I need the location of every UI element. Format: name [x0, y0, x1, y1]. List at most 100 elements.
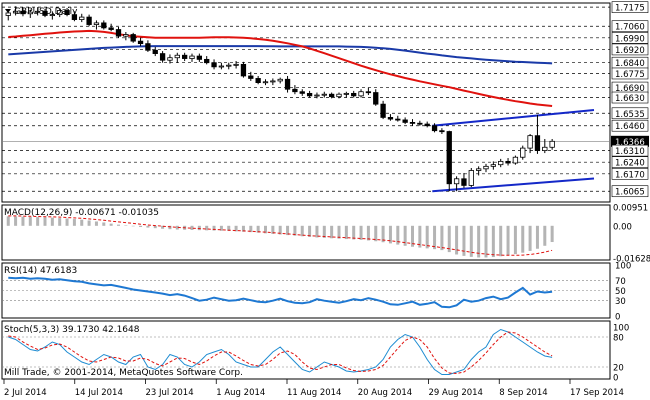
macd-histogram-bar [175, 225, 179, 230]
price-tick-label: 1.6920 [615, 46, 645, 56]
bearish-candle [255, 78, 261, 84]
bearish-candle [505, 160, 511, 164]
bullish-candle [218, 65, 225, 68]
time-axis: 2 Jul 2014 14 Jul 2014 23 Jul 2014 1 Aug 20… [3, 379, 624, 398]
bearish-candle [328, 93, 335, 98]
macd-histogram-bar [234, 225, 238, 232]
macd-tick-label: 0.00951 [613, 204, 648, 214]
macd-histogram-bar [241, 225, 245, 232]
macd-histogram-bar [477, 225, 481, 258]
macd-histogram-bar [315, 225, 319, 238]
time-tick-label: 23 Jul 2014 [146, 388, 194, 398]
rsi-tick-label: 0 [615, 313, 620, 323]
macd-histogram-bar [330, 225, 334, 239]
macd-histogram-bar [513, 225, 517, 255]
bullish-candle [57, 10, 63, 16]
price-tick-box [611, 119, 649, 132]
symbol-header[interactable]: GBPUSD,Daily [5, 7, 78, 17]
macd-histogram-bar [506, 225, 510, 256]
bullish-candle [475, 168, 482, 171]
bullish-candle [483, 165, 489, 170]
price-tick-box [611, 144, 649, 157]
bullish-candle [512, 156, 519, 164]
bullish-candle [79, 16, 85, 20]
bearish-candle [240, 63, 247, 77]
bearish-candle [380, 103, 386, 118]
stochastic-tick-label: 100 [613, 324, 629, 334]
macd-histogram-bar [499, 225, 503, 257]
rsi-line-path [8, 276, 553, 309]
bullish-candle [527, 135, 533, 149]
bearish-candle [395, 118, 401, 121]
macd-histogram-bar [462, 225, 466, 256]
bearish-candle [196, 55, 203, 60]
macd-histogram-bar [396, 225, 400, 245]
macd-histogram-bar [65, 218, 69, 226]
bearish-candle [373, 92, 379, 105]
macd-histogram-bar [219, 225, 223, 231]
bullish-candle [336, 93, 342, 98]
price-tick-label: 1.6460 [615, 122, 645, 132]
bullish-candle [123, 34, 129, 37]
bullish-candle [233, 63, 239, 66]
bullish-candle [490, 164, 497, 167]
channel-upper-line [432, 108, 595, 127]
macd-label: MACD(12,26,9) -0.00671 -0.01035 [4, 208, 159, 218]
price-tick-box [611, 156, 649, 168]
bullish-candle [498, 160, 504, 166]
bullish-candle [167, 57, 173, 61]
bearish-candle [64, 10, 70, 16]
macd-histogram-bar [366, 225, 370, 241]
macd-histogram-bar [161, 225, 165, 229]
price-tick-box [611, 43, 649, 56]
macd-histogram-bar [403, 225, 407, 246]
macd-histogram-bar [80, 219, 84, 226]
bearish-candle [130, 34, 136, 42]
macd-histogram-bar [308, 225, 312, 237]
bearish-candle [115, 29, 122, 37]
macd-histogram-bar [388, 225, 392, 244]
price-tick-box [611, 91, 649, 104]
bearish-candle [101, 22, 107, 29]
bearish-candle [159, 53, 166, 61]
watermark: Mill Trade, © 2001-2014, MetaQuotes Soft… [4, 368, 243, 378]
macd-histogram-bar [264, 225, 267, 234]
macd-histogram-bar [455, 225, 459, 255]
macd-histogram-bar [256, 225, 260, 233]
macd-histogram-bar [146, 225, 150, 228]
bullish-candle [174, 54, 180, 59]
bearish-candle [351, 92, 357, 97]
bearish-candle [431, 125, 438, 132]
stochastic-tick-label: 20 [613, 364, 624, 374]
bullish-candle [542, 146, 548, 151]
macd-histogram-bar [484, 225, 488, 258]
macd-histogram-bar [168, 225, 172, 230]
rsi-tick-label: 70 [615, 277, 626, 287]
macd-histogram-bar [271, 225, 275, 234]
triangle-down-icon[interactable] [5, 9, 11, 13]
macd-histogram-bar [293, 225, 297, 236]
candles [5, 6, 555, 192]
macd-histogram-bar [352, 225, 356, 240]
bearish-candle [248, 75, 254, 79]
macd-histogram-bar [117, 224, 120, 226]
price-tick-box [611, 168, 649, 180]
price-tick-label: 1.6366 [615, 138, 645, 148]
rsi-levels [2, 279, 610, 302]
price-tick-label: 1.6065 [615, 188, 645, 198]
rsi-tick-label: 100 [615, 262, 631, 272]
bullish-candle [343, 92, 350, 95]
bullish-candle [5, 12, 11, 16]
macd-histogram-bar [6, 216, 10, 226]
macd-histogram-bar [109, 223, 113, 226]
bearish-candle [534, 135, 541, 151]
price-tick-label: 1.6240 [615, 159, 645, 169]
macd-histogram [6, 216, 554, 258]
macd-histogram-bar [205, 225, 209, 231]
macd-histogram-bar [28, 216, 32, 226]
bullish-candle [520, 147, 526, 158]
